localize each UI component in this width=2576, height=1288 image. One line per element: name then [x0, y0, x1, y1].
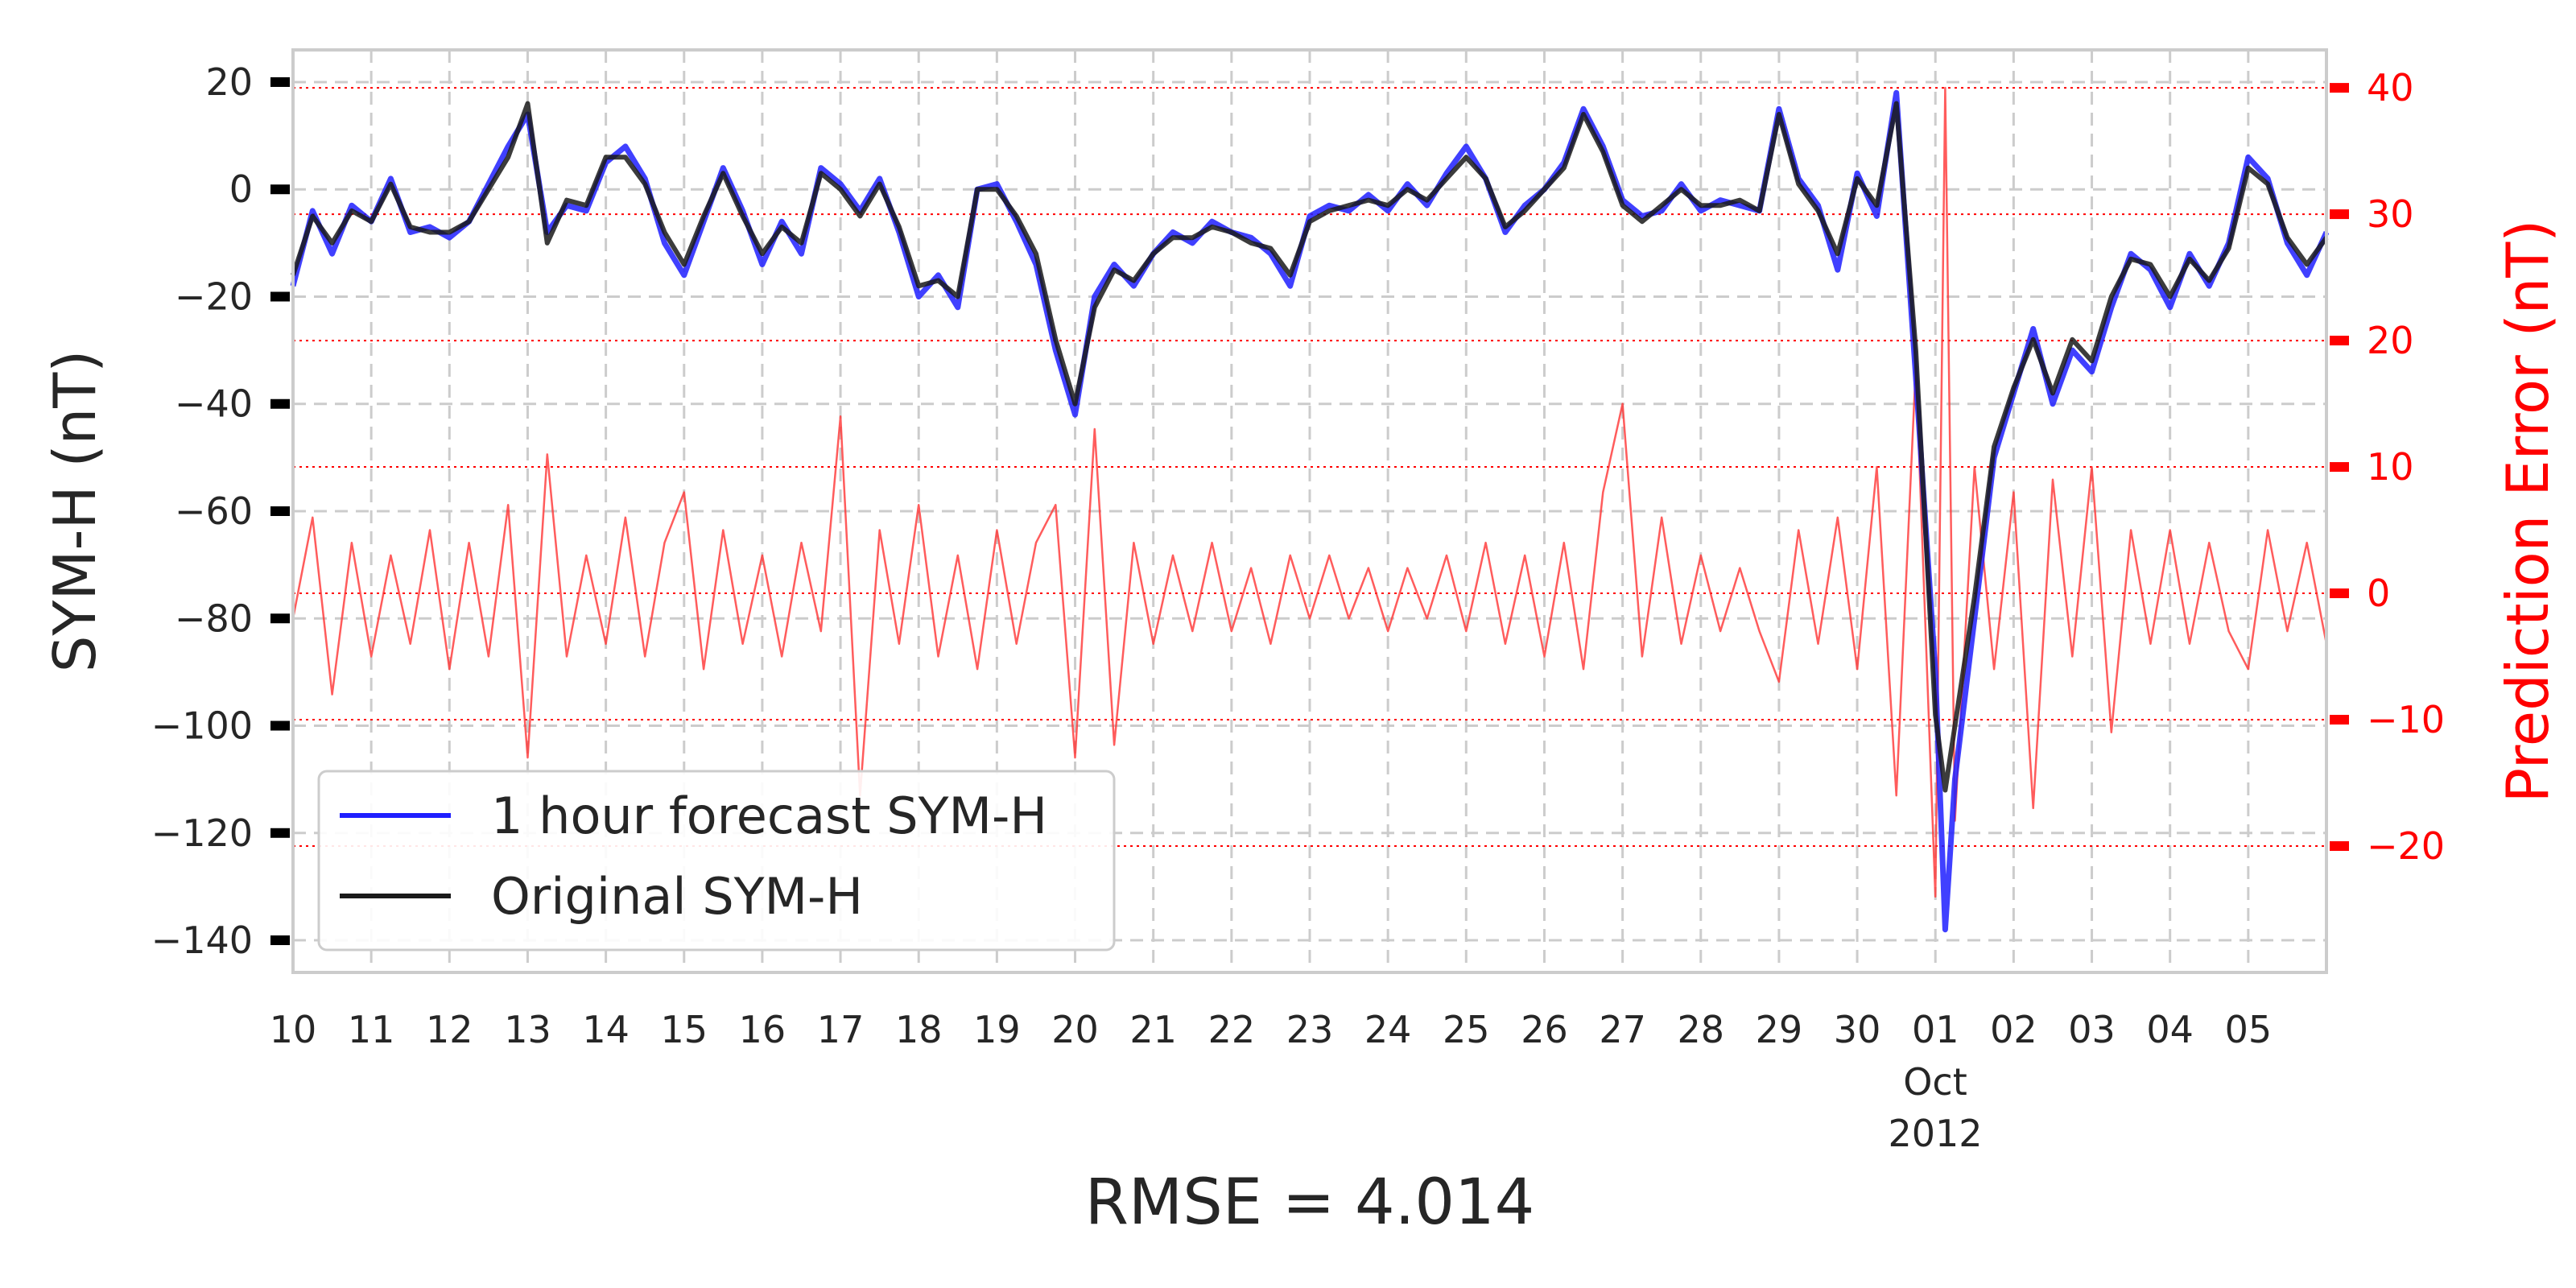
left-tick-mark	[270, 76, 290, 87]
x-tick-label: 10	[270, 1008, 317, 1051]
x-tick-label: 02	[1990, 1008, 2037, 1051]
legend-label-forecast: 1 hour forecast SYM-H	[491, 786, 1047, 845]
x-month-label: Oct	[1903, 1060, 1967, 1104]
x-tick-label: 03	[2068, 1008, 2116, 1051]
right-tick-label: −10	[2367, 698, 2445, 741]
x-tick-label: 11	[348, 1008, 395, 1051]
left-tick-label: 20	[205, 60, 253, 104]
x-tick-label: 16	[739, 1008, 786, 1051]
x-tick-label: 23	[1286, 1008, 1334, 1051]
x-tick-label: 18	[895, 1008, 943, 1051]
x-tick-label: 15	[660, 1008, 708, 1051]
left-tick-label: −60	[175, 489, 253, 533]
right-tick-label: 10	[2367, 445, 2414, 489]
x-tick-label: 27	[1599, 1008, 1646, 1051]
left-tick-mark	[270, 720, 290, 731]
right-axis: 40 30 20 10 0 −10 −20	[2330, 66, 2445, 868]
right-axis-title: Prediction Error (nT)	[2494, 220, 2562, 803]
right-tick-mark	[2330, 715, 2349, 725]
right-tick-label: 30	[2367, 192, 2414, 236]
left-tick-mark	[270, 613, 290, 624]
series	[290, 86, 2330, 933]
x-axis-title: RMSE = 4.014	[1085, 1166, 1535, 1239]
x-tick-label: 26	[1521, 1008, 1568, 1051]
right-tick-mark	[2330, 588, 2349, 599]
x-axis: Oct 2012 10 11 12 13 14 15 16 17 18 19 20 21 22 23 24 2…	[270, 1008, 2272, 1155]
left-tick-label: −100	[151, 704, 253, 748]
x-year-label: 2012	[1888, 1112, 1982, 1155]
x-tick-label: 04	[2146, 1008, 2194, 1051]
x-tick-label: 01	[1912, 1008, 1959, 1051]
x-tick-label: 30	[1834, 1008, 1881, 1051]
right-tick-label: −20	[2367, 824, 2445, 868]
right-tick-mark	[2330, 336, 2349, 346]
left-tick-mark	[270, 398, 290, 409]
right-tick-label: 0	[2367, 572, 2390, 615]
legend-box	[317, 770, 1116, 952]
x-tick-label: 05	[2225, 1008, 2273, 1051]
right-tick-label: 40	[2367, 66, 2414, 109]
left-tick-mark	[270, 184, 290, 195]
right-tick-label: 20	[2367, 319, 2414, 362]
x-tick-label: 17	[817, 1008, 865, 1051]
left-tick-label: 0	[229, 167, 253, 211]
x-tick-label: 24	[1364, 1008, 1412, 1051]
x-tick-label: 13	[504, 1008, 551, 1051]
left-tick-label: −80	[175, 597, 253, 640]
legend-label-original: Original SYM-H	[491, 867, 863, 926]
left-tick-mark	[270, 935, 290, 946]
left-axis-title: SYM-H (nT)	[41, 350, 109, 673]
left-tick-mark	[270, 506, 290, 516]
x-tick-label: 14	[582, 1008, 630, 1051]
left-tick-label: −40	[175, 382, 253, 426]
left-axis: 20 0 −20 −40 −60 −80 −100 −120 −140	[151, 60, 290, 962]
x-tick-label: 19	[973, 1008, 1021, 1051]
series-line-prediction-error	[291, 86, 2328, 898]
left-tick-label: −20	[175, 275, 253, 318]
x-tick-label: 29	[1756, 1008, 1803, 1051]
right-tick-mark	[2330, 462, 2349, 473]
left-tick-mark	[270, 828, 290, 838]
x-tick-label: 25	[1443, 1008, 1490, 1051]
series-line-original	[291, 101, 2329, 793]
x-tick-label: 21	[1129, 1008, 1177, 1051]
legend: 1 hour forecast SYM-H Original SYM-H	[317, 770, 1116, 952]
left-tick-label: −140	[151, 919, 253, 962]
plot-frame	[291, 48, 2328, 974]
right-tick-mark	[2330, 841, 2349, 852]
x-tick-label: 22	[1208, 1008, 1256, 1051]
x-tick-label: 12	[426, 1008, 473, 1051]
x-tick-label: 20	[1051, 1008, 1099, 1051]
x-tick-label: 28	[1677, 1008, 1724, 1051]
right-tick-mark	[2330, 209, 2349, 220]
right-tick-mark	[2330, 83, 2349, 93]
left-tick-label: −120	[151, 811, 253, 855]
left-tick-mark	[270, 291, 290, 302]
